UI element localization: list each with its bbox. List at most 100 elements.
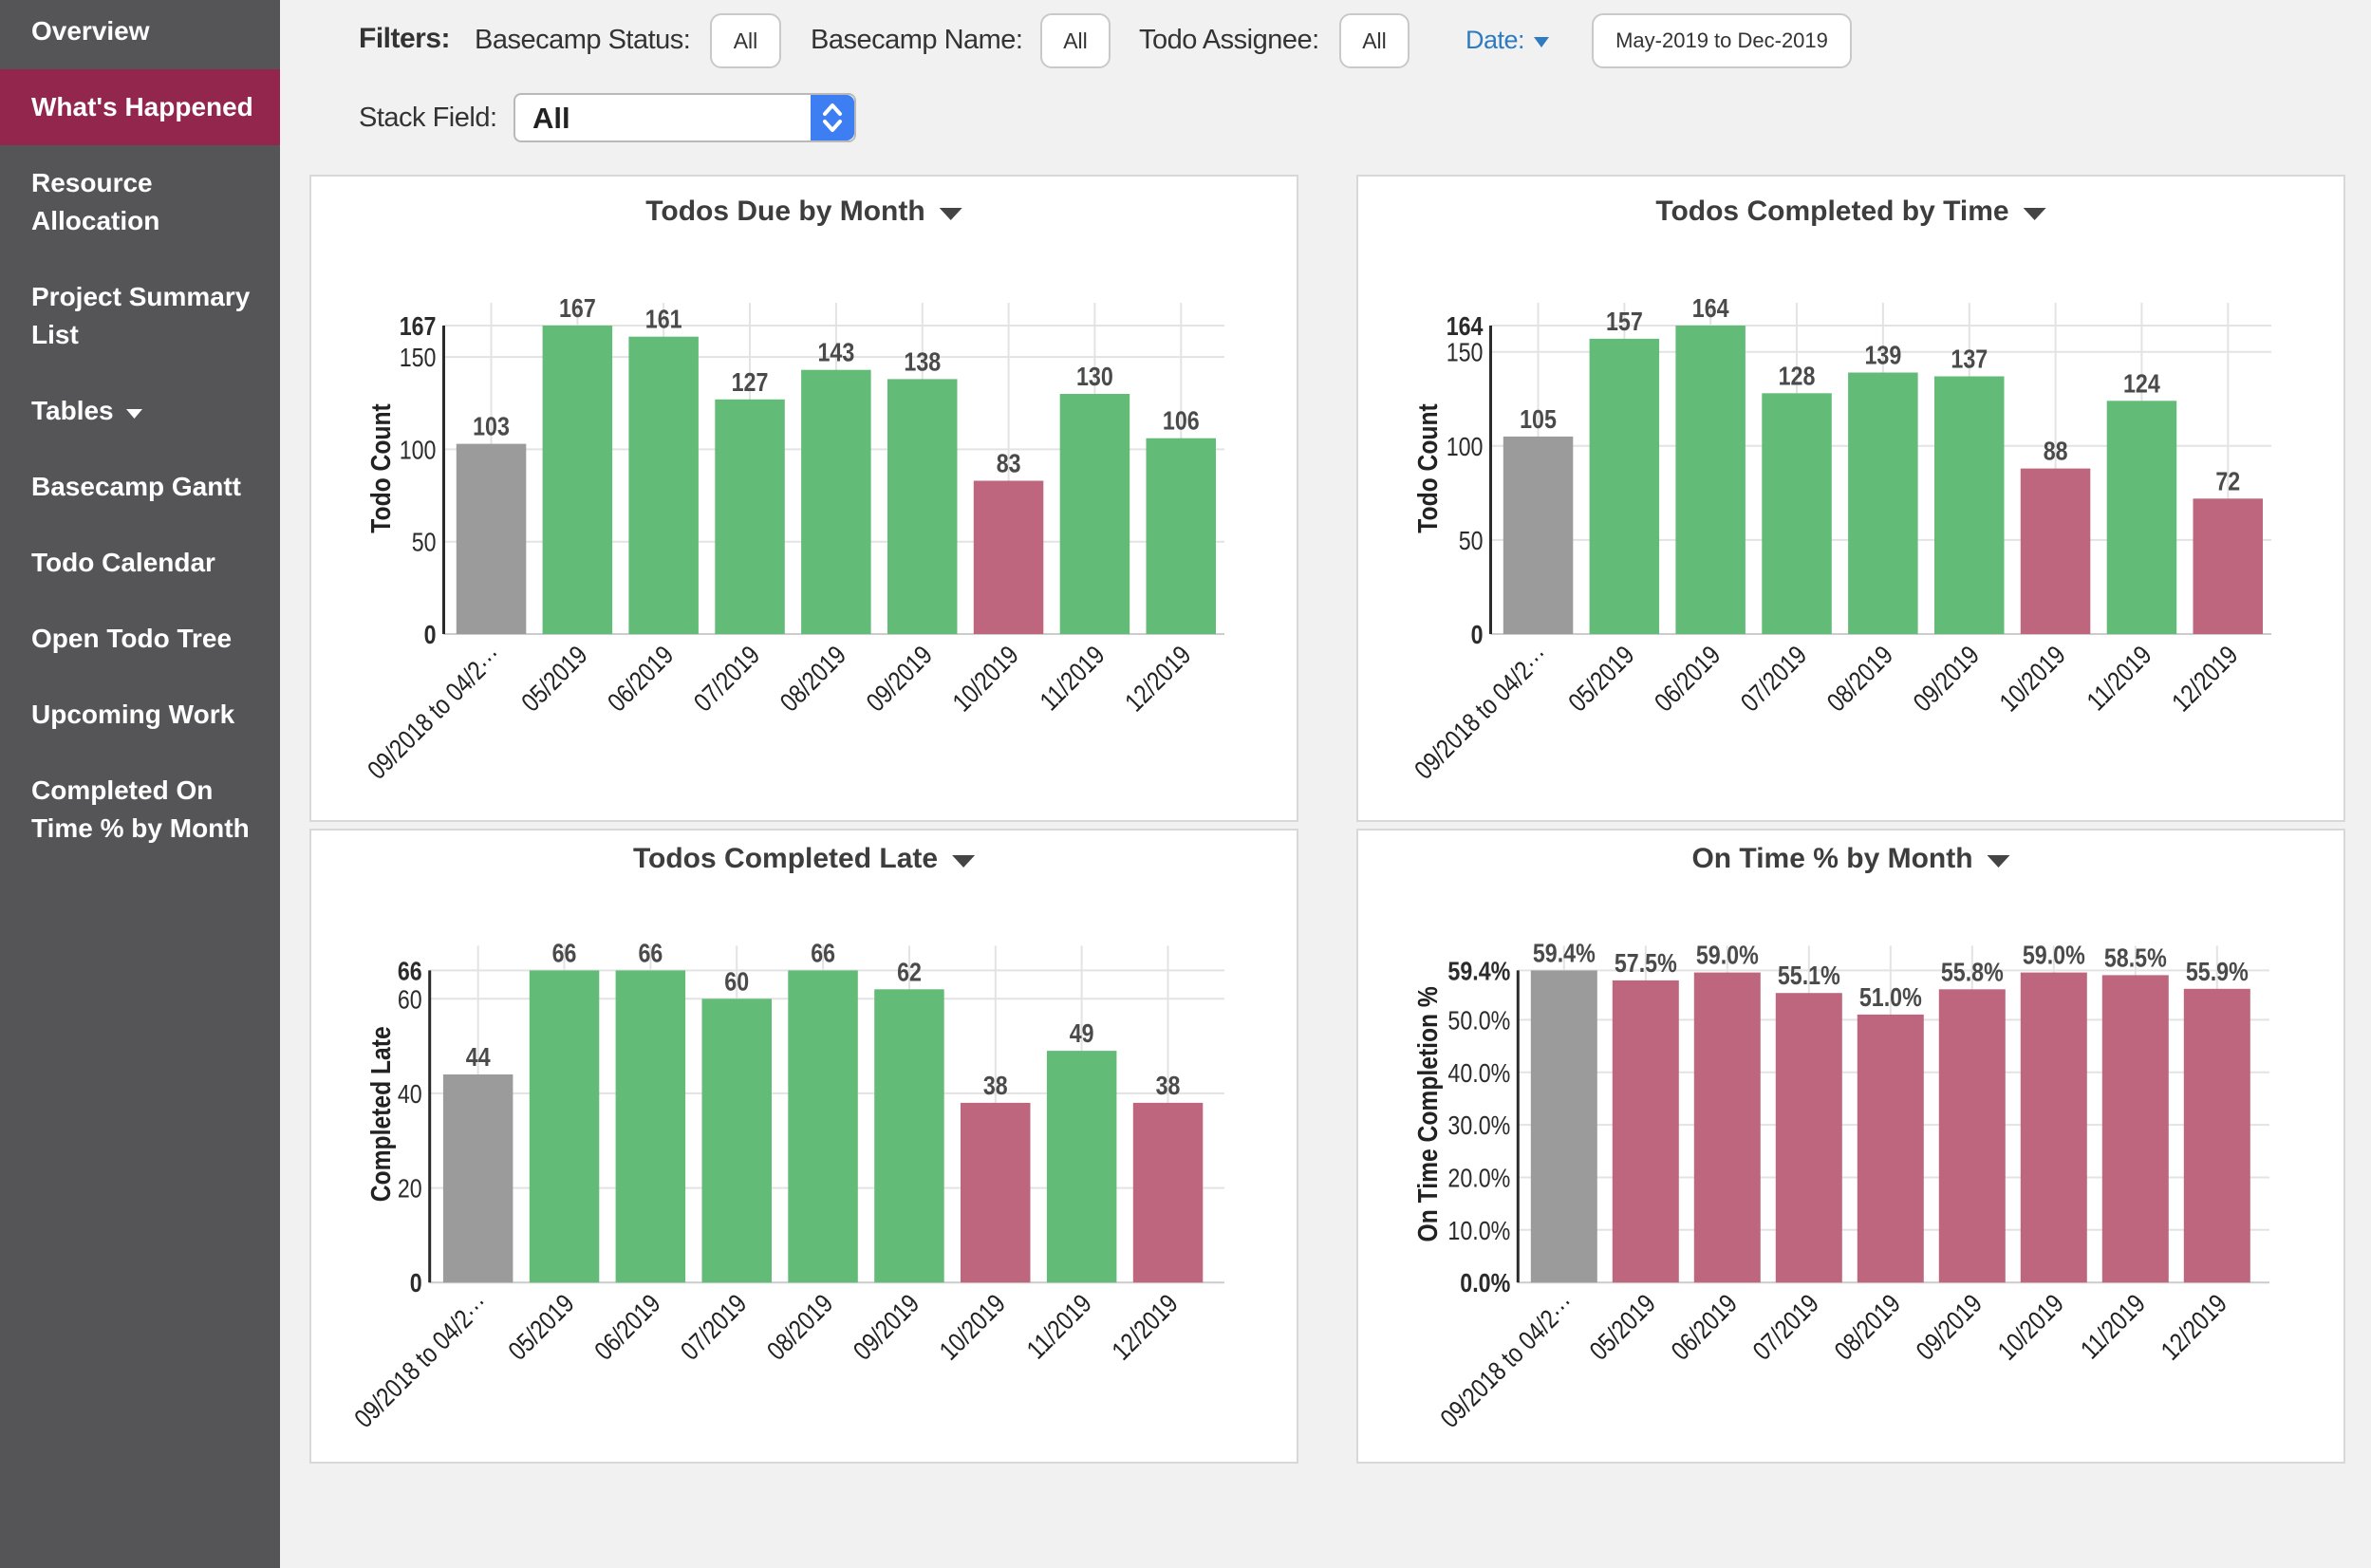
svg-text:51.0%: 51.0% <box>1859 982 1922 1012</box>
svg-text:83: 83 <box>997 449 1021 478</box>
svg-text:08/2019: 08/2019 <box>761 1289 838 1366</box>
svg-text:Todo Count: Todo Count <box>1413 403 1444 533</box>
svg-text:50: 50 <box>1459 526 1484 555</box>
svg-text:55.8%: 55.8% <box>1941 957 2004 986</box>
svg-text:62: 62 <box>897 957 922 986</box>
svg-text:106: 106 <box>1163 406 1200 436</box>
svg-text:10.0%: 10.0% <box>1447 1216 1510 1245</box>
svg-text:128: 128 <box>1779 361 1816 390</box>
svg-text:09/2019: 09/2019 <box>1908 640 1985 717</box>
svg-text:08/2019: 08/2019 <box>1829 1289 1906 1366</box>
svg-text:38: 38 <box>983 1071 1008 1100</box>
svg-text:0: 0 <box>1471 620 1484 649</box>
svg-text:44: 44 <box>466 1042 491 1072</box>
svg-text:12/2019: 12/2019 <box>1106 1289 1183 1366</box>
svg-text:88: 88 <box>2044 437 2068 466</box>
svg-text:72: 72 <box>2215 466 2240 495</box>
svg-text:66: 66 <box>398 956 422 985</box>
svg-text:66: 66 <box>811 938 835 967</box>
svg-text:05/2019: 05/2019 <box>515 640 592 717</box>
svg-text:06/2019: 06/2019 <box>588 1289 665 1366</box>
svg-text:59.4%: 59.4% <box>1447 956 1510 985</box>
svg-text:130: 130 <box>1076 362 1113 391</box>
svg-text:On Time Completion %: On Time Completion % <box>1413 986 1444 1241</box>
svg-text:08/2019: 08/2019 <box>775 640 851 717</box>
svg-text:Todo Count: Todo Count <box>366 403 397 533</box>
svg-text:20.0%: 20.0% <box>1447 1164 1510 1193</box>
svg-text:20: 20 <box>398 1174 422 1204</box>
svg-text:09/2018 to 04/2···: 09/2018 to 04/2··· <box>362 640 507 785</box>
svg-text:07/2019: 07/2019 <box>675 1289 752 1366</box>
svg-text:12/2019: 12/2019 <box>2166 640 2243 717</box>
svg-text:09/2018 to 04/2···: 09/2018 to 04/2··· <box>348 1289 494 1434</box>
svg-text:60: 60 <box>398 984 422 1014</box>
svg-text:143: 143 <box>818 338 855 367</box>
svg-text:137: 137 <box>1951 345 1988 374</box>
svg-text:11/2019: 11/2019 <box>1021 1289 1097 1365</box>
svg-text:10/2019: 10/2019 <box>1992 1289 2069 1366</box>
svg-text:100: 100 <box>1447 432 1484 461</box>
svg-text:66: 66 <box>639 938 663 967</box>
svg-text:157: 157 <box>1606 307 1643 336</box>
svg-text:09/2018 to 04/2···: 09/2018 to 04/2··· <box>1409 640 1554 785</box>
svg-text:06/2019: 06/2019 <box>1666 1289 1743 1366</box>
svg-text:On Time % by Month: On Time % by Month <box>1691 843 1972 874</box>
svg-text:60: 60 <box>724 966 749 996</box>
svg-text:06/2019: 06/2019 <box>602 640 679 717</box>
svg-text:100: 100 <box>400 435 437 464</box>
svg-text:161: 161 <box>645 305 682 334</box>
svg-text:11/2019: 11/2019 <box>2082 640 2157 716</box>
svg-text:58.5%: 58.5% <box>2104 943 2167 972</box>
svg-text:167: 167 <box>400 311 437 341</box>
svg-text:167: 167 <box>559 293 596 323</box>
svg-text:150: 150 <box>400 343 437 372</box>
svg-text:Todos Completed by Time: Todos Completed by Time <box>1655 196 2008 227</box>
svg-text:103: 103 <box>473 412 510 441</box>
svg-text:138: 138 <box>904 346 941 376</box>
svg-text:38: 38 <box>1156 1071 1181 1100</box>
svg-text:10/2019: 10/2019 <box>1994 640 2071 717</box>
svg-text:55.9%: 55.9% <box>2186 957 2249 986</box>
svg-text:05/2019: 05/2019 <box>502 1289 579 1366</box>
svg-text:66: 66 <box>552 938 577 967</box>
svg-text:09/2019: 09/2019 <box>848 1289 924 1366</box>
svg-text:07/2019: 07/2019 <box>1735 640 1812 717</box>
svg-text:09/2019: 09/2019 <box>861 640 938 717</box>
svg-text:11/2019: 11/2019 <box>2075 1289 2151 1365</box>
svg-text:59.4%: 59.4% <box>1533 938 1596 967</box>
svg-text:124: 124 <box>2123 368 2160 398</box>
svg-text:127: 127 <box>732 367 769 397</box>
svg-text:59.0%: 59.0% <box>2023 941 2085 970</box>
svg-text:139: 139 <box>1865 341 1902 370</box>
svg-text:08/2019: 08/2019 <box>1821 640 1898 717</box>
svg-text:40: 40 <box>398 1079 422 1109</box>
svg-text:105: 105 <box>1520 404 1557 434</box>
svg-text:Completed Late: Completed Late <box>366 1026 397 1202</box>
svg-text:09/2019: 09/2019 <box>1911 1289 1988 1366</box>
svg-text:50.0%: 50.0% <box>1447 1005 1510 1035</box>
svg-text:05/2019: 05/2019 <box>1584 1289 1661 1366</box>
svg-text:50: 50 <box>412 528 437 557</box>
svg-text:164: 164 <box>1692 293 1729 323</box>
svg-text:12/2019: 12/2019 <box>2156 1289 2232 1366</box>
svg-text:10/2019: 10/2019 <box>947 640 1024 717</box>
svg-text:40.0%: 40.0% <box>1447 1058 1510 1088</box>
svg-text:07/2019: 07/2019 <box>688 640 765 717</box>
svg-text:05/2019: 05/2019 <box>1562 640 1639 717</box>
svg-text:150: 150 <box>1447 338 1484 367</box>
svg-text:55.1%: 55.1% <box>1778 961 1840 990</box>
svg-text:07/2019: 07/2019 <box>1747 1289 1824 1366</box>
svg-text:0: 0 <box>424 620 437 649</box>
svg-text:30.0%: 30.0% <box>1447 1111 1510 1140</box>
svg-text:57.5%: 57.5% <box>1615 948 1677 978</box>
svg-text:11/2019: 11/2019 <box>1035 640 1111 716</box>
svg-text:06/2019: 06/2019 <box>1649 640 1726 717</box>
svg-text:Todos Completed Late: Todos Completed Late <box>633 843 938 874</box>
svg-text:12/2019: 12/2019 <box>1119 640 1196 717</box>
svg-text:0: 0 <box>410 1268 422 1297</box>
svg-text:10/2019: 10/2019 <box>934 1289 1011 1366</box>
svg-text:0.0%: 0.0% <box>1460 1268 1510 1297</box>
svg-text:49: 49 <box>1070 1018 1094 1048</box>
svg-text:09/2018 to 04/2···: 09/2018 to 04/2··· <box>1434 1289 1579 1434</box>
svg-text:59.0%: 59.0% <box>1696 941 1759 970</box>
